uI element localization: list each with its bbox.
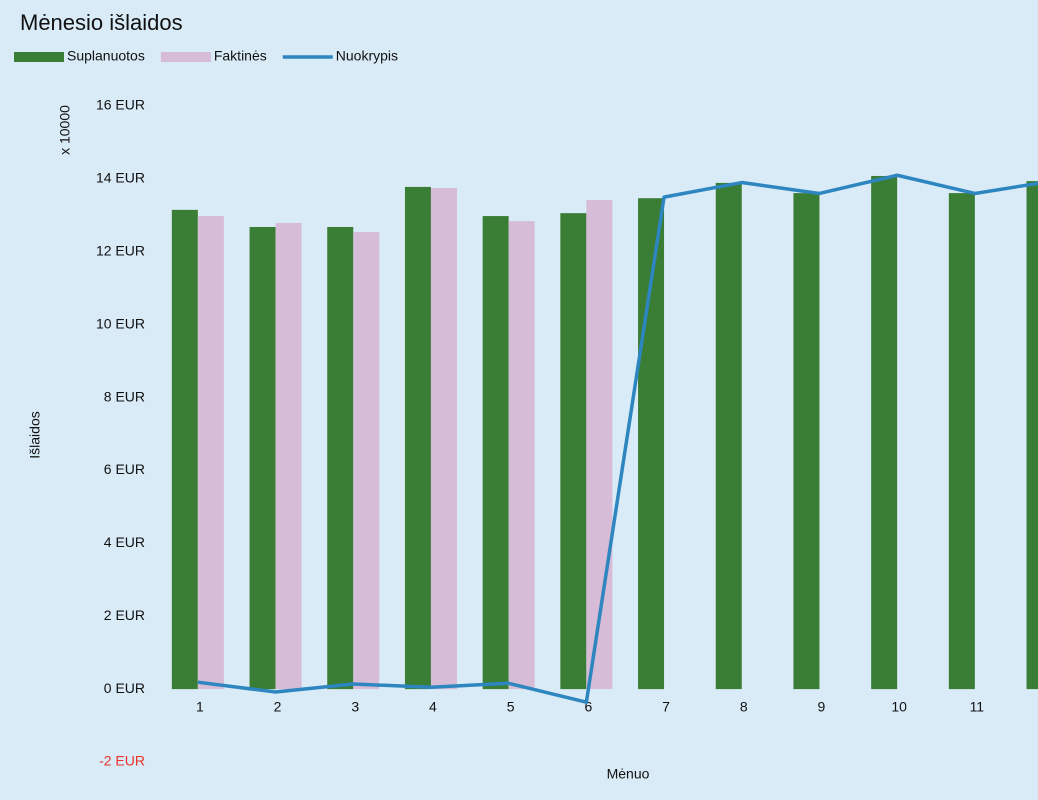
bar	[249, 226, 276, 690]
x-tick-label: 4	[429, 699, 437, 715]
bar	[197, 216, 224, 690]
y-tick-label: 0 EUR	[104, 680, 145, 696]
x-tick-label: 8	[740, 699, 748, 715]
bar	[948, 193, 975, 690]
bar	[560, 213, 587, 690]
y-tick-label: 16 EUR	[96, 97, 145, 113]
line	[197, 173, 1038, 704]
legend-label: Faktinės	[214, 48, 267, 64]
y-tick-label: 14 EUR	[96, 170, 145, 186]
bar	[404, 186, 431, 690]
y-tick-label: 10 EUR	[96, 315, 145, 331]
x-tick-label: 1	[196, 699, 204, 715]
bar	[327, 226, 354, 690]
x-tick-label: 11	[970, 699, 985, 715]
x-tick-label: 2	[274, 699, 282, 715]
x-tick-label: 7	[662, 699, 670, 715]
y-tick-label: 8 EUR	[104, 388, 145, 404]
bar	[1026, 181, 1038, 690]
y-tick-label: 12 EUR	[96, 242, 145, 258]
bar	[508, 221, 535, 690]
bar	[171, 209, 198, 690]
bar	[793, 193, 820, 690]
bar	[353, 232, 380, 690]
y-tick-label: 6 EUR	[104, 461, 145, 477]
legend-swatch	[160, 52, 211, 62]
x-axis-label: Mėnuo	[607, 766, 650, 782]
y-tick-label: -2 EUR	[99, 753, 145, 769]
x-tick-label: 6	[584, 699, 592, 715]
x-tick-label: 9	[818, 699, 826, 715]
x-tick-label: 3	[351, 699, 359, 715]
bar	[430, 188, 457, 690]
legend-label: Nuokrypis	[336, 48, 398, 64]
bar	[482, 216, 509, 690]
y-multiplier: x 10000	[57, 105, 73, 155]
y-tick-label: 4 EUR	[104, 534, 145, 550]
x-tick-label: 5	[507, 699, 515, 715]
bar	[715, 182, 742, 690]
chart-title: Mėnesio išlaidos	[20, 10, 183, 35]
y-tick-label: 2 EUR	[104, 607, 145, 623]
legend-label: Suplanuotos	[67, 48, 145, 64]
x-tick-label: 10	[891, 699, 907, 715]
y-axis-label: Išlaidos	[27, 411, 43, 458]
legend-swatch	[14, 52, 64, 62]
bar	[871, 175, 898, 690]
bar	[275, 222, 302, 690]
